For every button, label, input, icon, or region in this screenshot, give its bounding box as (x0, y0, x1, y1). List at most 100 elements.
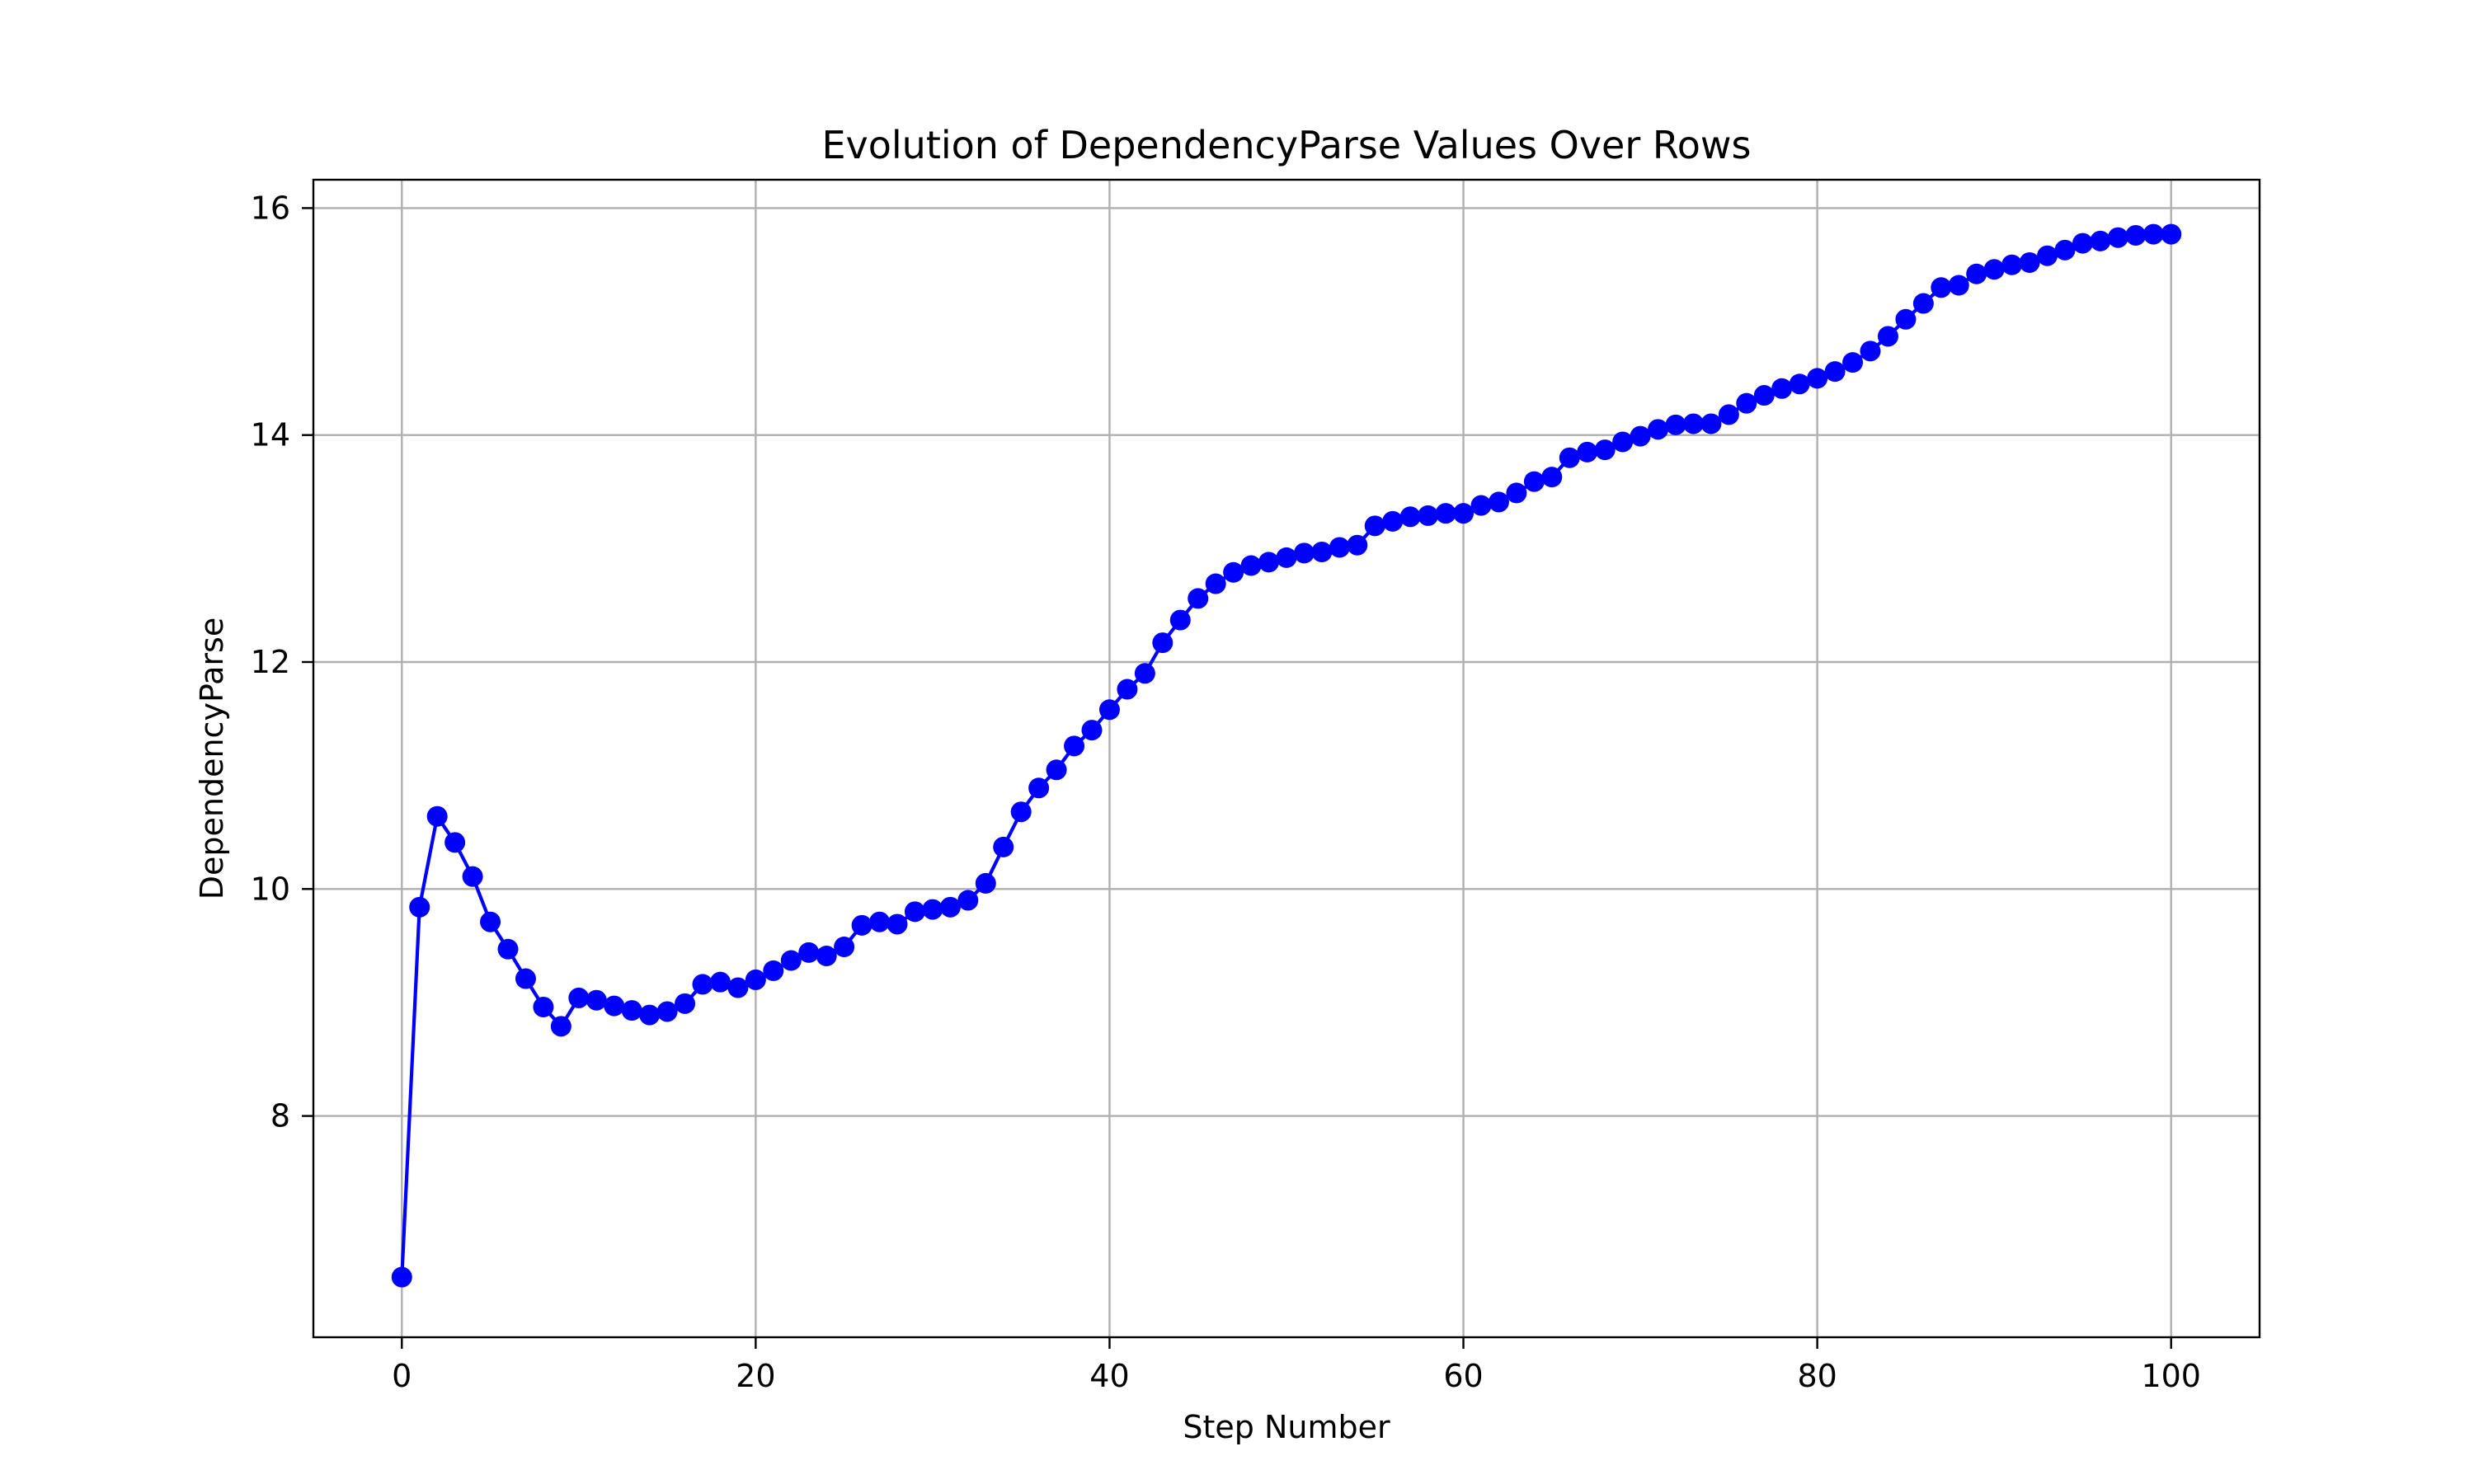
data-point (1736, 392, 1757, 414)
x-axis-label: Step Number (1183, 1409, 1390, 1445)
data-point (2037, 245, 2058, 266)
series-layer (391, 223, 2182, 1288)
data-point (550, 1016, 571, 1037)
data-point (391, 1266, 412, 1288)
data-point (1169, 609, 1191, 631)
data-point (1594, 439, 1616, 461)
data-point (1931, 277, 1952, 298)
data-point (2072, 232, 2093, 254)
data-point (993, 836, 1014, 857)
data-point (887, 913, 908, 935)
data-point (1700, 413, 1722, 434)
data-point (922, 899, 943, 920)
data-point (1046, 759, 1067, 781)
data-point (1470, 495, 1492, 516)
data-point (1771, 378, 1793, 399)
data-point (1453, 503, 1475, 524)
data-point (656, 1001, 678, 1022)
data-point (1630, 425, 1651, 447)
data-point (2142, 223, 2164, 245)
data-point (1718, 404, 1739, 425)
data-point (1983, 259, 2005, 280)
chart-title: Evolution of DependencyParse Values Over… (821, 123, 1751, 167)
data-point (834, 936, 855, 957)
data-point (1347, 534, 1368, 556)
x-tick-label: 100 (2141, 1358, 2201, 1394)
y-tick-label: 14 (251, 417, 290, 453)
data-point (2125, 224, 2147, 246)
data-point (1382, 510, 1404, 532)
data-point (2090, 230, 2111, 251)
data-point (1877, 326, 1898, 347)
data-point (869, 911, 891, 932)
data-point (2054, 239, 2076, 261)
y-tick-label: 12 (251, 644, 290, 680)
data-point (1577, 441, 1598, 463)
data-point (816, 946, 837, 967)
data-point (957, 890, 979, 911)
data-point (515, 968, 536, 989)
x-axis-ticks: 0 20 40 60 80 100 (392, 1337, 2201, 1394)
data-point (409, 896, 430, 918)
data-point (2107, 227, 2128, 248)
data-point (1559, 447, 1580, 468)
data-point (426, 805, 448, 827)
data-point (975, 872, 996, 894)
data-point (1081, 720, 1103, 741)
data-point (1399, 506, 1421, 528)
x-tick-label: 40 (1089, 1358, 1129, 1394)
plot-frame (312, 178, 2261, 1339)
data-point (2001, 254, 2023, 275)
data-point (675, 993, 696, 1014)
data-point (1276, 547, 1297, 568)
x-tick-label: 0 (392, 1358, 412, 1394)
x-tick-label: 80 (1797, 1358, 1837, 1394)
data-point (1117, 679, 1138, 700)
data-point (709, 971, 731, 993)
data-point (533, 996, 554, 1017)
grid-lines (313, 180, 2260, 1337)
data-point (1028, 777, 1050, 799)
data-point (1648, 419, 1669, 440)
data-point (1665, 414, 1686, 435)
data-point (692, 974, 713, 995)
data-point (1807, 368, 1828, 389)
x-tick-label: 20 (736, 1358, 775, 1394)
data-point (1293, 542, 1315, 564)
data-point (1240, 555, 1262, 576)
data-point (1789, 373, 1810, 395)
data-point (639, 1004, 661, 1026)
data-point (480, 911, 501, 932)
data-point (1842, 352, 1864, 373)
data-point (1488, 491, 1509, 513)
data-point (1523, 471, 1545, 492)
data-point (1506, 482, 1527, 504)
data-point (1612, 431, 1634, 453)
y-tick-label: 16 (251, 190, 290, 226)
data-point (1205, 573, 1226, 594)
data-point (763, 960, 784, 981)
data-point (851, 914, 872, 936)
data-point (1824, 361, 1846, 383)
data-point (1188, 588, 1209, 609)
data-point (1682, 413, 1704, 434)
data-point (939, 896, 961, 918)
data-point (1134, 663, 1155, 684)
data-point (1311, 541, 1333, 562)
data-point (904, 901, 925, 923)
data-point (444, 832, 466, 853)
y-axis-label: DependencyParse (194, 618, 230, 899)
data-point (1860, 340, 1881, 362)
data-point (1098, 699, 1120, 721)
data-point (1435, 503, 1456, 524)
data-point (604, 995, 625, 1017)
data-point (621, 1000, 642, 1021)
data-point (2161, 223, 2182, 245)
data-point (1258, 552, 1280, 573)
data-point (1329, 537, 1350, 558)
data-point (586, 989, 607, 1011)
data-point (462, 866, 483, 887)
